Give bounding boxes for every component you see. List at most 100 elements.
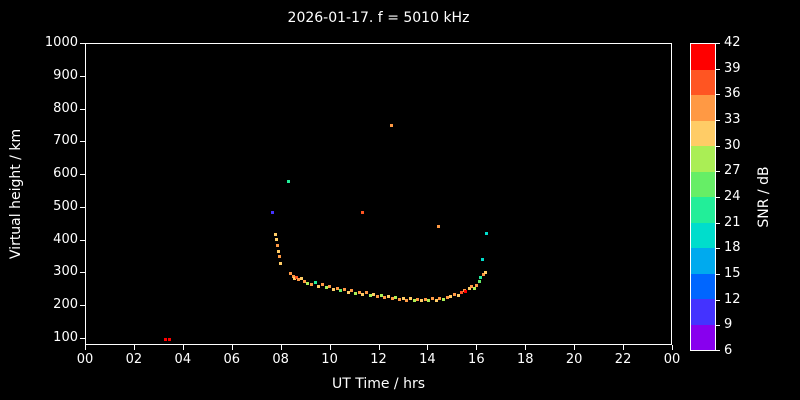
colorbar-tick-label: 6 <box>724 343 733 358</box>
x-tick-label: 00 <box>663 352 681 367</box>
data-point <box>467 286 471 290</box>
data-point <box>431 297 435 301</box>
y-tick <box>80 43 85 44</box>
data-point <box>278 261 282 265</box>
data-point <box>372 292 376 296</box>
data-point <box>297 278 301 282</box>
data-point <box>438 296 442 300</box>
colorbar-segment <box>691 171 715 197</box>
data-point <box>277 255 281 259</box>
colorbar-tick <box>716 325 720 327</box>
data-point <box>437 224 441 228</box>
data-point <box>274 238 278 242</box>
y-tick-label: 600 <box>53 166 78 182</box>
colorbar-segment <box>691 248 715 274</box>
data-point <box>332 288 336 292</box>
data-point <box>343 288 347 292</box>
colorbar-segment <box>691 324 715 350</box>
x-tick-label: 20 <box>565 352 583 367</box>
x-tick-label: 00 <box>76 352 94 367</box>
data-point <box>412 299 416 303</box>
y-tick <box>80 141 85 143</box>
colorbar-tick-label: 24 <box>724 189 741 204</box>
data-point <box>164 338 168 341</box>
x-tick-label: 14 <box>419 352 436 367</box>
y-tick-label: 400 <box>53 231 78 247</box>
colorbar-tick <box>716 145 720 147</box>
y-tick-label: 1000 <box>44 35 78 50</box>
data-point <box>389 124 393 128</box>
x-tick <box>280 345 282 350</box>
data-point <box>324 286 328 290</box>
colorbar-segment <box>691 273 715 299</box>
colorbar-tick-label: 39 <box>724 60 741 76</box>
data-point <box>477 280 481 284</box>
data-point <box>313 280 317 284</box>
data-point <box>361 210 365 214</box>
colorbar-tick-label: 33 <box>724 112 741 127</box>
colorbar-tick <box>716 299 720 301</box>
y-tick <box>80 206 85 208</box>
colorbar-tick-label: 27 <box>724 163 741 179</box>
data-point <box>482 273 486 277</box>
data-point <box>335 286 339 290</box>
x-tick <box>329 345 331 350</box>
x-axis-label: UT Time / hrs <box>331 376 426 392</box>
data-point <box>453 292 457 296</box>
data-point <box>409 297 413 301</box>
data-point <box>310 282 314 286</box>
colorbar <box>690 43 716 351</box>
x-tick-label: 12 <box>370 352 387 367</box>
colorbar-segment <box>691 95 715 121</box>
y-tick <box>80 108 85 110</box>
data-point <box>346 290 350 294</box>
data-point <box>456 294 460 298</box>
data-point <box>287 179 291 183</box>
y-tick <box>80 272 85 274</box>
data-point <box>270 210 274 214</box>
y-tick <box>80 338 85 339</box>
colorbar-axis-label: SNR / dB <box>756 166 772 228</box>
colorbar-tick-label: 30 <box>724 137 741 153</box>
x-tick <box>525 345 527 350</box>
y-tick <box>80 239 85 241</box>
colorbar-segment <box>691 222 715 248</box>
data-point <box>273 233 277 237</box>
x-tick-label: 04 <box>174 352 192 367</box>
data-point <box>354 292 358 296</box>
data-point <box>445 296 449 300</box>
colorbar-tick-label: 42 <box>724 35 741 50</box>
data-point <box>442 298 446 301</box>
x-tick <box>574 345 576 350</box>
plot-area <box>85 43 672 345</box>
y-tick <box>80 174 85 176</box>
colorbar-segment <box>691 146 715 172</box>
data-point <box>478 275 482 279</box>
data-point <box>434 298 438 302</box>
colorbar-tick <box>716 68 720 70</box>
chart-title: 2026-01-17. f = 5010 kHz <box>287 10 470 26</box>
colorbar-tick-label: 9 <box>724 317 733 333</box>
data-point <box>398 298 402 301</box>
y-axis-label: Virtual height / km <box>8 128 24 260</box>
data-point <box>405 298 409 302</box>
data-point <box>460 291 464 295</box>
data-point <box>481 257 485 261</box>
y-tick-label: 800 <box>53 100 78 116</box>
x-tick-label: 02 <box>125 352 143 367</box>
x-tick-label: 10 <box>321 352 338 367</box>
data-point <box>275 243 279 247</box>
y-tick <box>80 305 85 307</box>
data-point <box>420 299 424 303</box>
data-point <box>387 295 391 299</box>
x-tick-label: 06 <box>223 352 241 367</box>
y-tick-label: 500 <box>53 198 78 214</box>
x-tick-label: 16 <box>468 352 485 367</box>
colorbar-tick <box>716 197 720 198</box>
x-tick-label: 08 <box>272 352 289 367</box>
data-point <box>472 287 476 291</box>
colorbar-segment <box>691 120 715 146</box>
data-point <box>289 272 293 276</box>
data-point <box>365 291 369 295</box>
colorbar-segment <box>691 44 715 70</box>
